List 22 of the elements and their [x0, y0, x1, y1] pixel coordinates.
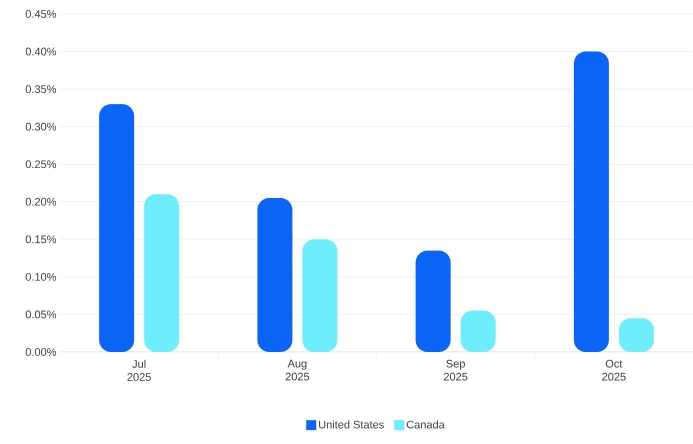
y-tick-label: 0.10% [26, 272, 56, 281]
y-tick-label: 0.00% [26, 348, 56, 356]
legend-label: United States [319, 420, 384, 428]
x-tick-label: Sep 2025 [444, 360, 468, 381]
bar [574, 52, 609, 352]
bar [302, 239, 338, 352]
bar [257, 198, 292, 352]
y-tick-label: 0.40% [26, 48, 56, 56]
x-tick-label: Jul 2025 [127, 360, 151, 381]
bar [416, 250, 451, 352]
y-tick-label: 0.05% [26, 310, 56, 318]
y-tick-label: 0.45% [26, 10, 56, 18]
y-tick-label: 0.35% [26, 85, 56, 94]
x-tick-label: Oct 2025 [602, 360, 626, 381]
x-tick-label: Aug 2025 [286, 360, 310, 380]
legend-label: Canada [406, 420, 445, 428]
bar [99, 104, 134, 352]
y-tick-label: 0.20% [26, 198, 56, 206]
y-tick-label: 0.15% [26, 235, 56, 244]
y-tick-label: 0.25% [26, 160, 56, 168]
y-tick-label: 0.30% [26, 122, 56, 131]
bar [144, 194, 180, 352]
